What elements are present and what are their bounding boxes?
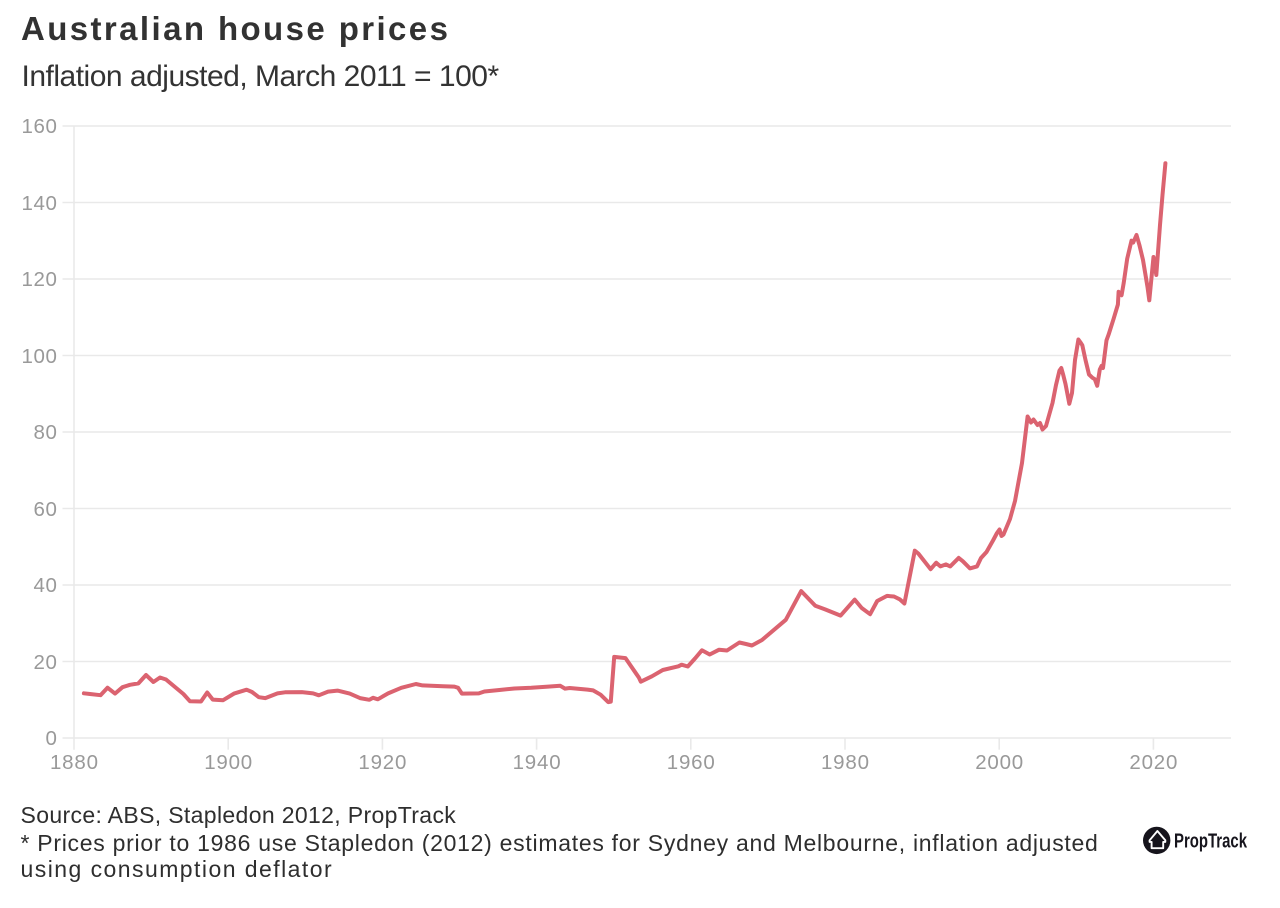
svg-text:PropTrack: PropTrack [1174,831,1248,853]
